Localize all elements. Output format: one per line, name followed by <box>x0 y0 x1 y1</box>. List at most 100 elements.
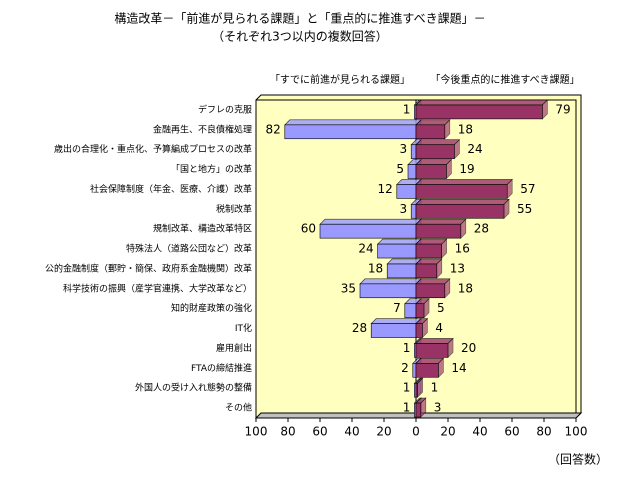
category-label: 「国と地方」の改革 <box>171 163 252 175</box>
bar <box>415 223 462 239</box>
value-label: 1 <box>431 381 439 395</box>
category-label: 外国人の受け入れ態勢の整備 <box>135 382 252 394</box>
value-label: 3 <box>434 401 442 415</box>
x-tick-label: 100 <box>245 425 268 439</box>
value-label: 5 <box>396 162 404 176</box>
value-label: 1 <box>403 401 411 415</box>
x-tick-label: 80 <box>280 425 295 439</box>
bar-top <box>386 258 422 265</box>
bar <box>415 323 423 338</box>
value-label: 18 <box>458 122 473 136</box>
category-label: 公的金融制度（郵貯・簡保、政府系金融機関）改革 <box>45 262 252 274</box>
bar <box>370 323 417 338</box>
bar <box>415 303 425 318</box>
chart-subtitle: （それぞれ3つ以内の複数回答） <box>212 29 388 44</box>
category-label: 知的財産政策の強化 <box>171 302 252 314</box>
bar <box>415 144 455 159</box>
value-label: 1 <box>403 341 411 355</box>
category-label: その他 <box>225 402 252 414</box>
value-label: 60 <box>301 222 316 236</box>
bar <box>415 382 418 398</box>
value-label: 13 <box>450 261 465 275</box>
bar <box>410 144 417 159</box>
value-label: 12 <box>378 182 393 196</box>
category-label: 金融再生、不良債権処理 <box>153 123 252 135</box>
unit-label: （回答数） <box>548 452 608 467</box>
value-label: 24 <box>467 142 482 156</box>
value-label: 3 <box>400 142 408 156</box>
value-label: 79 <box>555 102 570 116</box>
value-label: 57 <box>520 182 535 196</box>
value-label: 5 <box>437 301 445 315</box>
category-label: 税制改革 <box>216 203 252 215</box>
bar <box>415 243 442 259</box>
bar-top <box>415 179 513 185</box>
bar <box>359 283 417 299</box>
bar-top <box>415 278 451 285</box>
bar <box>386 263 417 279</box>
value-label: 82 <box>266 122 281 136</box>
x-tick-label: 0 <box>412 425 420 439</box>
value-label: 1 <box>403 102 411 116</box>
bar <box>415 363 439 378</box>
value-label: 18 <box>368 261 383 275</box>
category-label: 科学技術の振興（産学官連携、大学改革など） <box>63 282 252 294</box>
category-label: 規制改革、構造改革特区 <box>153 223 252 235</box>
value-label: 28 <box>474 222 489 236</box>
bar-top <box>370 318 422 324</box>
value-label: 35 <box>341 281 356 295</box>
bar <box>415 402 422 418</box>
value-label: 18 <box>458 281 473 295</box>
value-label: 1 <box>403 381 411 395</box>
bar-top <box>376 238 422 245</box>
category-label: デフレの克服 <box>198 103 252 115</box>
bar-top <box>415 159 453 165</box>
bar <box>415 204 505 219</box>
bar <box>415 184 508 199</box>
bar <box>415 343 449 358</box>
x-tick-label: 60 <box>312 425 327 439</box>
bar-top <box>284 119 422 126</box>
x-tick-label: 40 <box>344 425 359 439</box>
value-label: 24 <box>358 242 373 256</box>
category-label: 社会保障制度（年金、医療、介護）改革 <box>90 183 252 195</box>
bar-top <box>415 119 451 126</box>
value-label: 2 <box>401 361 409 375</box>
bar <box>410 204 417 219</box>
bar-top <box>415 338 454 344</box>
bar-top <box>359 278 422 285</box>
value-label: 20 <box>461 341 476 355</box>
x-tick-label: 60 <box>504 425 519 439</box>
category-label: 特殊法人（道路公団など）改革 <box>126 243 252 255</box>
bar <box>415 104 543 120</box>
category-label: FTAの締結推進 <box>191 362 252 374</box>
category-label: 歳出の合理化・重点化、予算編成プロセスの改革 <box>54 143 252 155</box>
category-label: 雇用創出 <box>216 342 252 354</box>
chart-title: 構造改革－「前進が見られる課題」と「重点的に推進すべき課題」－ <box>114 11 485 26</box>
bar-top <box>415 218 467 225</box>
value-label: 7 <box>393 301 401 315</box>
value-label: 28 <box>352 321 367 335</box>
bar <box>412 363 417 378</box>
x-tick-label: 40 <box>472 425 487 439</box>
value-label: 3 <box>400 202 408 216</box>
bar <box>415 263 438 279</box>
bar <box>407 164 417 179</box>
bar-top <box>415 99 549 106</box>
bar-top <box>415 199 510 205</box>
bar <box>396 184 417 199</box>
bar <box>284 124 417 140</box>
value-label: 55 <box>517 202 532 216</box>
bar <box>415 124 446 140</box>
value-label: 19 <box>459 162 474 176</box>
x-tick-label: 20 <box>440 425 455 439</box>
legend-label: 「今後重点的に推進すべき課題」 <box>430 73 579 86</box>
legend-label: 「すでに前進が見られる課題」 <box>270 73 410 86</box>
category-label: IT化 <box>235 322 252 334</box>
x-tick-label: 20 <box>376 425 391 439</box>
bar <box>319 223 417 239</box>
bar <box>415 164 447 179</box>
x-tick-label: 100 <box>565 425 588 439</box>
x-tick-label: 80 <box>536 425 551 439</box>
